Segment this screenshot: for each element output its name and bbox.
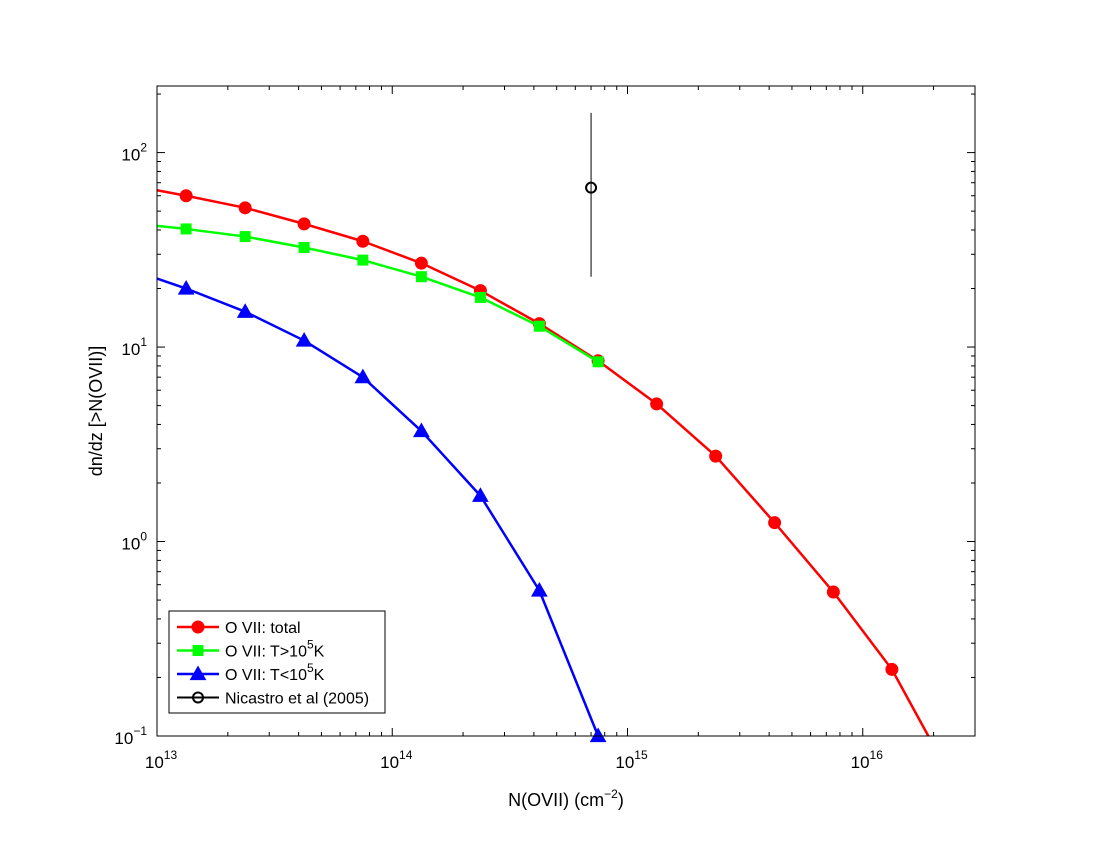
data-point-circle <box>238 201 252 215</box>
data-point-square <box>533 320 545 332</box>
data-point-square <box>180 223 192 235</box>
data-point-triangle <box>189 665 207 681</box>
series-2 <box>156 277 607 743</box>
x-tick-label: 1015 <box>615 748 648 772</box>
data-point-triangle <box>530 581 548 597</box>
y-tick-label: 10−1 <box>114 724 147 748</box>
data-point-triangle <box>589 727 607 743</box>
x-tick-label: 1016 <box>851 748 884 772</box>
y-tick-label: 100 <box>121 530 147 554</box>
data-point-open-circle <box>585 181 598 194</box>
data-point-square <box>298 242 310 254</box>
data-point-circle <box>768 516 782 530</box>
data-point-circle <box>179 189 193 203</box>
x-axis-title: N(OVII) (cm−2) <box>508 787 624 810</box>
legend-entry: O VII: total <box>177 620 301 637</box>
legend-entry: Nicastro et al (2005) <box>177 691 369 708</box>
data-point-square <box>357 254 369 266</box>
data-point-square <box>415 271 427 283</box>
series-3 <box>585 112 598 277</box>
data-point-triangle <box>177 280 195 295</box>
data-point-circle <box>297 217 311 231</box>
y-axis-title: dn/dz [>N(OVII)] <box>86 346 106 477</box>
data-point-square <box>239 231 251 243</box>
data-point-triangle <box>413 422 430 438</box>
legend-entry: O VII: T>105K <box>177 638 325 661</box>
x-tick-label: 1013 <box>145 748 178 772</box>
data-point-circle <box>191 620 205 634</box>
axis-ticks <box>156 86 976 737</box>
data-point-circle <box>356 234 370 248</box>
legend-label: O VII: T<105K <box>225 661 325 684</box>
data-point-circle <box>826 585 840 599</box>
data-point-open-circle <box>192 691 204 704</box>
data-point-triangle <box>236 303 254 318</box>
data-point-circle <box>414 256 428 270</box>
legend-label: O VII: T>105K <box>225 638 325 661</box>
data-point-square <box>592 356 604 368</box>
legend-entry: O VII: T<105K <box>177 661 325 684</box>
data-point-circle <box>650 397 664 411</box>
tick-labels: 1013 1014 1015 1016 10−1 100 101 102 <box>114 141 883 772</box>
plot-frame <box>156 85 976 737</box>
plot-data <box>156 112 930 743</box>
x-tick-label: 1014 <box>380 748 413 772</box>
data-point-circle <box>709 449 723 463</box>
data-point-circle <box>885 662 899 676</box>
legend-label: Nicastro et al (2005) <box>225 691 369 708</box>
y-tick-label: 102 <box>121 141 147 165</box>
data-point-square <box>192 645 204 656</box>
data-point-triangle <box>472 487 489 502</box>
legend-label: O VII: total <box>225 620 301 637</box>
data-point-triangle <box>354 368 372 384</box>
y-tick-label: 101 <box>121 335 147 359</box>
series-1 <box>156 223 604 368</box>
data-point-triangle <box>295 332 313 347</box>
data-point-square <box>474 291 486 303</box>
